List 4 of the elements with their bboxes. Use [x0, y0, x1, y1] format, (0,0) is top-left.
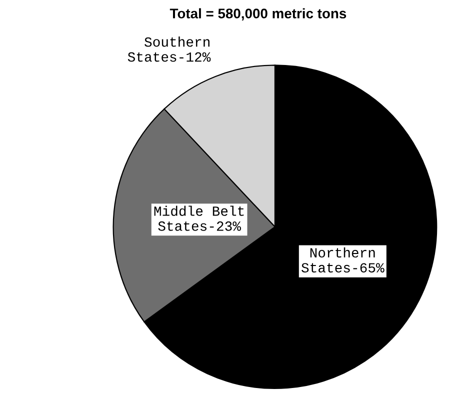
slice-label: Northern States-65%	[302, 247, 384, 272]
slice-label: Middle Belt States-23%	[154, 206, 244, 231]
chart-title: Total = 580,000 metric tons	[170, 8, 346, 20]
slice-label: Southern States-12%	[128, 36, 211, 62]
